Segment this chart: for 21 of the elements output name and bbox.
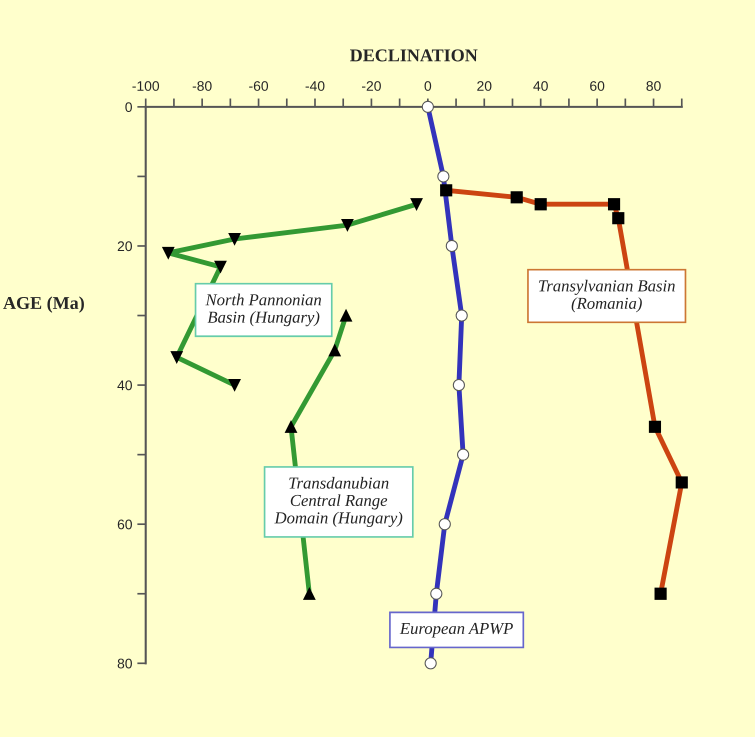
y-tick-label: 60: [118, 520, 132, 530]
x-axis-title: DECLINATION: [350, 49, 478, 62]
series-label: European APWP: [400, 622, 513, 638]
x-tick-label: 40: [533, 81, 548, 91]
x-tick-label: -40: [306, 81, 324, 91]
x-tick-label: -100: [132, 81, 160, 91]
x-tick-label: 20: [477, 81, 492, 91]
x-tick-label: 0: [424, 81, 432, 91]
y-axis-title: AGE (Ma): [3, 296, 84, 313]
x-tick-label: 80: [646, 81, 661, 91]
y-tick-label: 0: [125, 102, 132, 112]
x-tick-label: -20: [362, 81, 381, 91]
x-tick-label: -60: [249, 81, 268, 91]
y-tick-label: 20: [118, 241, 132, 252]
series-label: North Pannonian Basin (Hungary): [205, 294, 322, 326]
y-tick-label: 80: [118, 658, 132, 668]
x-tick-label: -80: [192, 81, 212, 91]
y-tick-label: 40: [117, 380, 132, 390]
series-label: Transylvanian Basin (Romania): [539, 280, 675, 312]
x-tick-label: 60: [590, 81, 604, 91]
series-label: Transdanubian Central Range Domain (Hungary): [274, 476, 402, 527]
